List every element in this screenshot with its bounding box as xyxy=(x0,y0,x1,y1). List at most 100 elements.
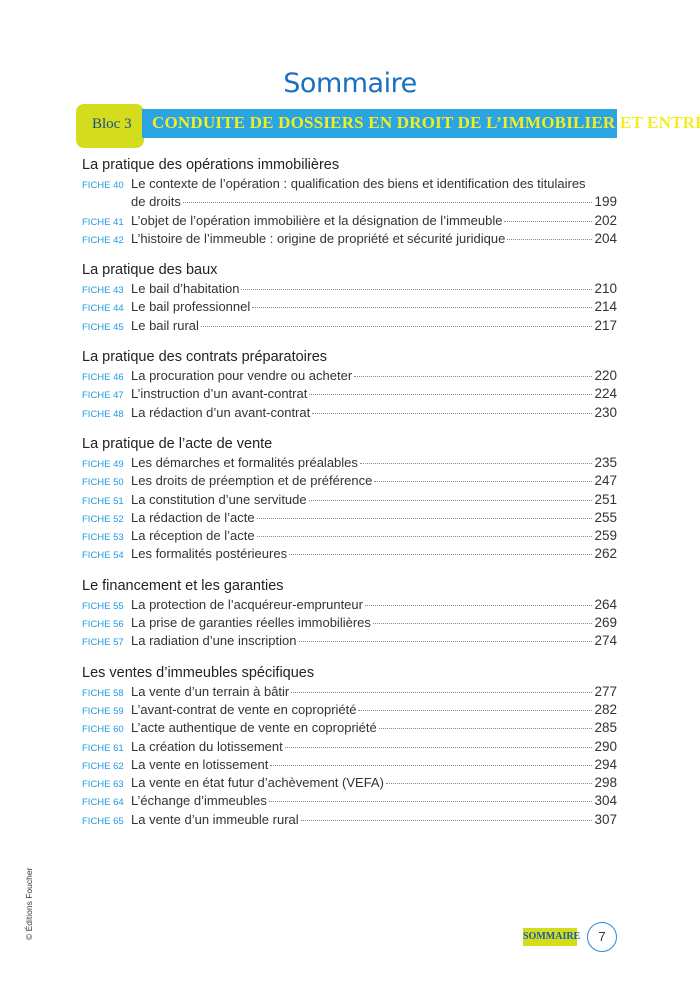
toc-entry[interactable]: FICHE 60 L’acte authentique de vente en c… xyxy=(82,719,617,737)
toc-entry[interactable]: FICHE 55 La protection de l’acquéreur-emp… xyxy=(82,596,617,614)
entry-title[interactable]: La création du lotissement xyxy=(131,738,283,754)
entry-page[interactable]: 230 xyxy=(594,404,617,420)
entry-title[interactable]: L’instruction d’un avant-contrat xyxy=(131,386,308,402)
dot-leader xyxy=(291,691,593,693)
toc-entry[interactable]: FICHE 56 La prise de garanties réelles im… xyxy=(82,614,617,632)
toc-entry[interactable]: FICHE 61 La création du lotissement 290 xyxy=(82,738,617,756)
entry-page[interactable]: 274 xyxy=(594,633,617,649)
entry-page[interactable]: 204 xyxy=(594,230,617,246)
entry-title[interactable]: Les démarches et formalités préalables xyxy=(131,454,358,470)
entry-page[interactable]: 304 xyxy=(594,793,617,809)
toc-entry[interactable]: FICHE 50 Les droits de préemption et de p… xyxy=(82,472,617,490)
toc-entry[interactable]: FICHE 43 Le bail d’habitation 210 xyxy=(82,280,617,298)
toc-entry[interactable]: FICHE 48 La rédaction d’un avant-contrat 2… xyxy=(82,404,617,422)
toc-entry[interactable]: FICHE 46 La procuration pour vendre ou ac… xyxy=(82,367,617,385)
toc-entry[interactable]: FICHE 45 Le bail rural 217 xyxy=(82,317,617,335)
entry-title[interactable]: L’avant-contrat de vente en copropriété xyxy=(131,701,357,717)
sommaire-link[interactable]: SOMMAIRE xyxy=(523,928,580,946)
entry-title[interactable]: Les droits de préemption et de préférenc… xyxy=(131,473,373,489)
entry-title[interactable]: L’histoire de l’immeuble : origine de pr… xyxy=(131,230,506,246)
toc-entry[interactable]: FICHE 57 La radiation d’une inscription 27… xyxy=(82,632,617,650)
entry-page[interactable]: 214 xyxy=(594,299,617,315)
entry-page[interactable]: 269 xyxy=(594,615,617,631)
toc-entry[interactable]: FICHE 65 La vente d’un immeuble rural 307 xyxy=(82,811,617,829)
entry-title[interactable]: La rédaction de l’acte xyxy=(131,509,255,525)
entry-title[interactable]: Les formalités postérieures xyxy=(131,546,288,562)
entry-page[interactable]: 285 xyxy=(594,720,617,736)
entry-title[interactable]: La vente en état futur d’achèvement (VEF… xyxy=(131,775,384,791)
toc-entry[interactable]: FICHE 64 L’échange d’immeubles 304 xyxy=(82,792,617,810)
entry-page[interactable]: 199 xyxy=(594,194,617,210)
fiche-number: FICHE 48 xyxy=(82,408,124,420)
toc-entry[interactable]: FICHE 58 La vente d’un terrain à bâtir 277 xyxy=(82,683,617,701)
entry-page[interactable]: 255 xyxy=(594,509,617,525)
entry-page[interactable]: 202 xyxy=(594,212,617,228)
toc-section: La pratique des contrats préparatoires FI… xyxy=(82,347,617,422)
fiche-number: FICHE 44 xyxy=(82,303,124,315)
entry-title[interactable]: Le bail professionnel xyxy=(131,299,251,315)
entry-title[interactable]: Le contexte de l’opération : qualificati… xyxy=(131,176,586,191)
bloc-heading: CONDUITE DE DOSSIERS EN DROIT DE L’IMMOB… xyxy=(152,113,700,132)
toc-entry[interactable]: FICHE 42 L’histoire de l’immeuble : origi… xyxy=(82,230,617,248)
entry-page[interactable]: 290 xyxy=(594,738,617,754)
entry-title[interactable]: La réception de l’acte xyxy=(131,528,255,544)
entry-page[interactable]: 307 xyxy=(594,811,617,827)
toc-entry[interactable]: FICHE 53 La réception de l’acte 259 xyxy=(82,527,617,545)
toc-entry[interactable]: FICHE 44 Le bail professionnel 214 xyxy=(82,298,617,316)
entry-page[interactable]: 224 xyxy=(594,386,617,402)
entry-title[interactable]: Le bail d’habitation xyxy=(131,281,240,297)
entry-title[interactable]: La rédaction d’un avant-contrat xyxy=(131,404,311,420)
entry-page[interactable]: 277 xyxy=(594,683,617,699)
toc-entry[interactable]: FICHE 47 L’instruction d’un avant-contrat… xyxy=(82,385,617,403)
entry-page[interactable]: 298 xyxy=(594,775,617,791)
fiche-number: FICHE 49 xyxy=(82,458,124,470)
entry-title[interactable]: L’échange d’immeubles xyxy=(131,793,267,809)
fiche-number: FICHE 51 xyxy=(82,495,124,507)
toc-entry[interactable]: FICHE 59 L’avant-contrat de vente en copr… xyxy=(82,701,617,719)
fiche-number: FICHE 41 xyxy=(82,216,124,228)
entry-title[interactable]: L’acte authentique de vente en coproprié… xyxy=(131,720,377,736)
entry-title[interactable]: L’objet de l’opération immobilière et la… xyxy=(131,212,503,228)
toc-entry[interactable]: FICHE 41 L’objet de l’opération immobiliè… xyxy=(82,212,617,230)
entry-page[interactable]: 247 xyxy=(594,473,617,489)
entry-page[interactable]: 220 xyxy=(594,368,617,384)
fiche-number: FICHE 54 xyxy=(82,550,124,562)
toc-entry[interactable]: FICHE 52 La rédaction de l’acte 255 xyxy=(82,509,617,527)
toc-entry[interactable]: FICHE 51 La constitution d’une servitude 2… xyxy=(82,491,617,509)
toc-entry[interactable]: FICHE 62 La vente en lotissement 294 xyxy=(82,756,617,774)
entry-title[interactable]: La vente en lotissement xyxy=(131,756,269,772)
dot-leader xyxy=(284,746,593,748)
dot-leader xyxy=(309,394,593,396)
toc-entry[interactable]: FICHE 40 Le contexte de l’opération : qua… xyxy=(82,175,617,193)
toc-section: La pratique de l’acte de vente FICHE 49 Le… xyxy=(82,434,617,564)
toc-entry[interactable]: FICHE 63 La vente en état futur d’achèvem… xyxy=(82,774,617,792)
entry-page[interactable]: 259 xyxy=(594,528,617,544)
dot-leader xyxy=(372,623,593,625)
entry-page[interactable]: 235 xyxy=(594,454,617,470)
entry-page[interactable]: 217 xyxy=(594,317,617,333)
entry-title[interactable]: Le bail rural xyxy=(131,317,199,333)
entry-page[interactable]: 264 xyxy=(594,596,617,612)
entry-title[interactable]: La vente d’un terrain à bâtir xyxy=(131,683,290,699)
entry-page[interactable]: 210 xyxy=(594,281,617,297)
entry-title[interactable]: La protection de l’acquéreur-emprunteur xyxy=(131,596,363,612)
entry-title[interactable]: La vente d’un immeuble rural xyxy=(131,811,299,827)
fiche-number: FICHE 40 xyxy=(82,180,124,191)
entry-page[interactable]: 251 xyxy=(594,491,617,507)
dot-leader xyxy=(385,783,593,785)
toc-entry[interactable]: FICHE 54 Les formalités postérieures 262 xyxy=(82,545,617,563)
dot-leader xyxy=(504,220,593,222)
entry-title[interactable]: La procuration pour vendre ou acheter xyxy=(131,368,353,384)
toc-entry[interactable]: FICHE 49 Les démarches et formalités préa… xyxy=(82,454,617,472)
fiche-number: FICHE 61 xyxy=(82,742,124,754)
entry-page[interactable]: 294 xyxy=(594,756,617,772)
toc-entry-continuation[interactable]: de droits 199 xyxy=(82,193,617,211)
entry-title[interactable]: La constitution d’une servitude xyxy=(131,491,307,507)
entry-page[interactable]: 262 xyxy=(594,546,617,562)
section-heading: La pratique de l’acte de vente xyxy=(82,435,273,452)
entry-title[interactable]: La radiation d’une inscription xyxy=(131,633,297,649)
entry-title[interactable]: La prise de garanties réelles immobilièr… xyxy=(131,615,371,631)
toc-section: Les ventes d’immeubles spécifiques FICHE … xyxy=(82,663,617,829)
entry-page[interactable]: 282 xyxy=(594,701,617,717)
entry-title-continuation[interactable]: de droits xyxy=(131,194,181,210)
